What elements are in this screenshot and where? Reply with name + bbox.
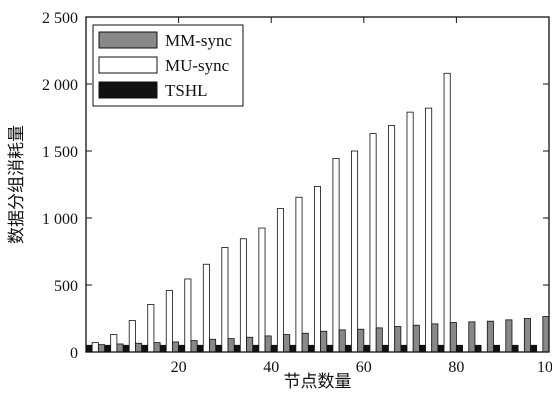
- bar-tshl: [363, 344, 371, 353]
- bar-mm-sync: [227, 338, 235, 353]
- y-tick-label: 500: [54, 278, 78, 295]
- bar-tshl: [122, 344, 130, 353]
- bar-mm-sync: [486, 320, 494, 353]
- x-axis-label: 节点数量: [284, 372, 352, 391]
- bar-mu-sync: [165, 289, 173, 353]
- bar-mm-sync: [505, 319, 513, 353]
- y-axis-label: 数据分组消耗量: [7, 125, 26, 244]
- bar-mu-sync: [221, 247, 229, 353]
- ticks-layer: 0 500 1 000 1 500 2 000 2 500 20 40 60 80 100: [42, 10, 552, 376]
- bar-tshl: [381, 344, 389, 353]
- bar-mu-sync: [202, 263, 210, 353]
- x-tick-label: 80: [448, 359, 464, 376]
- bar-mm-sync: [375, 327, 383, 353]
- bar-mu-sync: [295, 196, 303, 353]
- bar-tshl: [437, 344, 445, 353]
- bar-tshl: [511, 344, 519, 353]
- x-tick-label: 20: [171, 359, 187, 376]
- bar-tshl: [492, 344, 500, 353]
- bar-tshl: [233, 344, 241, 353]
- bar-mm-sync: [97, 344, 105, 353]
- x-tick-label: 60: [356, 359, 372, 376]
- bar-mm-sync: [449, 322, 457, 353]
- legend-label-tshl: TSHL: [165, 81, 208, 100]
- bar-mm-sync: [264, 335, 272, 353]
- bar-mu-sync: [276, 208, 284, 353]
- bar-tshl: [307, 344, 315, 353]
- y-tick-label: 2 500: [42, 10, 78, 27]
- bar-mm-sync: [283, 334, 291, 353]
- bar-tshl: [252, 344, 260, 353]
- bar-tshl: [400, 344, 408, 353]
- bar-tshl: [530, 344, 538, 353]
- bar-mu-sync: [147, 304, 155, 353]
- bar-mm-sync: [412, 324, 420, 353]
- legend-label-mm-sync: MM-sync: [165, 31, 233, 50]
- bar-tshl: [215, 344, 223, 353]
- bar-mm-sync: [357, 328, 365, 353]
- bar-tshl: [270, 344, 278, 353]
- legend-swatch-tshl: [98, 81, 158, 99]
- bar-mu-sync: [425, 107, 433, 353]
- bar-mu-sync: [443, 72, 451, 353]
- bar-tshl: [326, 344, 334, 353]
- bar-tshl: [178, 344, 186, 353]
- y-tick-label: 1 000: [42, 211, 78, 228]
- bar-tshl: [85, 344, 93, 353]
- bar-mm-sync: [301, 332, 309, 353]
- x-tick-label: 40: [263, 359, 279, 376]
- bar-mu-sync: [351, 150, 359, 353]
- bar-mm-sync: [246, 336, 254, 353]
- bar-mu-sync: [332, 157, 340, 353]
- plot-frame: [85, 16, 550, 353]
- bar-mu-sync: [128, 320, 136, 353]
- bar-mu-sync: [184, 278, 192, 353]
- bar-mm-sync: [134, 342, 142, 353]
- bar-mm-sync: [116, 343, 124, 353]
- bar-mm-sync: [542, 316, 550, 353]
- y-tick-label: 0: [70, 345, 78, 362]
- bar-tshl: [141, 344, 149, 353]
- bar-mm-sync: [153, 342, 161, 353]
- bar-mm-sync: [431, 323, 439, 353]
- bar-mu-sync: [406, 111, 414, 353]
- bar-tshl: [159, 344, 167, 353]
- legend: MM-sync MU-sync TSHL: [92, 24, 244, 107]
- bar-tshl: [289, 344, 297, 353]
- legend-swatch-mm-sync: [98, 31, 158, 49]
- bar-mu-sync: [388, 125, 396, 353]
- bars-layer: [85, 72, 550, 353]
- bar-mm-sync: [209, 338, 217, 353]
- bar-tshl: [196, 344, 204, 353]
- bar-mu-sync: [369, 133, 377, 353]
- bar-mu-sync: [258, 227, 266, 353]
- bar-tshl: [474, 344, 482, 353]
- x-tick-label: 100: [537, 359, 552, 376]
- bar-mu-sync: [110, 334, 118, 353]
- y-tick-label: 2 000: [42, 77, 78, 94]
- bar-mm-sync: [338, 329, 346, 353]
- bar-mm-sync: [468, 321, 476, 353]
- bar-mu-sync: [313, 186, 321, 353]
- bar-tshl: [455, 344, 463, 353]
- bar-tshl: [344, 344, 352, 353]
- y-tick-label: 1 500: [42, 144, 78, 161]
- bar-mm-sync: [523, 318, 531, 353]
- bar-tshl: [418, 344, 426, 353]
- bar-mm-sync: [172, 341, 180, 353]
- bar-mm-sync: [190, 340, 198, 353]
- bar-tshl: [104, 344, 112, 353]
- bar-mu-sync: [91, 342, 99, 353]
- bar-mm-sync: [394, 326, 402, 353]
- bar-mm-sync: [320, 330, 328, 353]
- legend-label-mu-sync: MU-sync: [165, 56, 230, 75]
- legend-swatch-mu-sync: [98, 56, 158, 74]
- bar-mu-sync: [239, 238, 247, 353]
